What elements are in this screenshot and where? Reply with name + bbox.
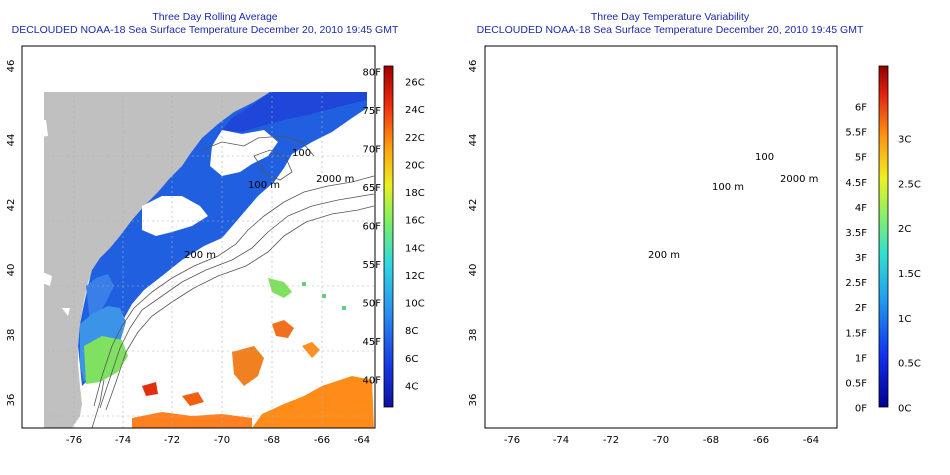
colorbar-tick-label: 5F (855, 153, 867, 164)
y-tick: 38 (468, 329, 479, 342)
colorbar-tick-label: 3.5F (845, 228, 867, 239)
colorbar-tick-label: 2.5C (898, 179, 921, 190)
colorbar-tick-label: 5.5F (845, 128, 867, 139)
left-x-axis: -76 -74 -72 -70 -68 -66 -64 (66, 435, 370, 446)
contour-label-200m: 200 m (648, 250, 680, 261)
colorbar-tick-label: 24C (405, 105, 425, 116)
colorbar-tick-label: 4F (855, 203, 867, 214)
colorbar-tick-label: 16C (405, 216, 425, 227)
y-tick: 40 (468, 264, 479, 277)
y-tick: 40 (6, 264, 17, 277)
colorbar-tick-label: 6C (405, 354, 418, 365)
contour-label-2000m: 2000 m (780, 174, 818, 185)
x-tick: -68 (264, 435, 280, 446)
colorbar-tick-label: 4C (405, 382, 418, 393)
x-tick: -74 (553, 435, 569, 446)
x-tick: -66 (314, 435, 330, 446)
left-colorbar: 80F 75F 70F 65F 60F 55F 50F 45F 40F 26C 24C 22C 20C… (363, 65, 425, 408)
colorbar-tick-label: 1C (898, 314, 911, 325)
colorbar-tick-label: 3F (855, 253, 867, 264)
y-tick: 36 (468, 394, 479, 407)
colorbar-tick-label: 0.5C (898, 359, 921, 370)
colorbar-tick-label: 8C (405, 326, 418, 337)
x-tick: -64 (803, 435, 819, 446)
right-map: 100 100 m 2000 m 200 m (484, 45, 838, 429)
colorbar-tick-label: 1.5C (898, 269, 921, 280)
colorbar-tick-label: 40F (363, 376, 382, 387)
left-subtitle: DECLOUDED NOAA-18 Sea Surface Temperatur… (11, 24, 399, 36)
left-y-axis: 36 38 40 42 44 46 (6, 60, 17, 407)
colorbar-tick-label: 3C (898, 135, 911, 146)
x-tick: -72 (164, 435, 180, 446)
x-tick: -66 (753, 435, 769, 446)
contour-label-100m: 100 m (248, 180, 280, 191)
colorbar-tick-label: 75F (363, 106, 382, 117)
contour-label-2000m: 2000 m (316, 174, 354, 185)
colorbar-tick-label: 6F (855, 103, 867, 114)
y-tick: 42 (468, 199, 479, 212)
colorbar-tick-label: 20C (405, 160, 425, 171)
right-colorbar: 6F 5.5F 5F 4.5F 4F 3.5F 3F 2.5F 2F 1.5F 1F 0.5F 0F 3… (845, 65, 921, 415)
y-tick: 44 (6, 134, 17, 147)
y-tick: 38 (6, 329, 17, 342)
x-tick: -76 (66, 435, 82, 446)
y-tick: 46 (468, 60, 479, 73)
x-tick: -70 (214, 435, 230, 446)
y-tick: 46 (6, 60, 17, 73)
colorbar-tick-label: 0F (855, 404, 867, 415)
x-tick: -64 (354, 435, 370, 446)
y-tick: 44 (468, 134, 479, 147)
colorbar-tick-label: 12C (405, 271, 425, 282)
colorbar-tick-label: 26C (405, 78, 425, 89)
colorbar-tick-label: 0C (898, 404, 911, 415)
x-tick: -68 (703, 435, 719, 446)
colorbar-tick-label: 45F (363, 337, 382, 348)
contour-label-100: 100 (755, 152, 774, 163)
colorbar-tick-label: 2.5F (845, 278, 867, 289)
left-map: 100 100 m 2000 m 200 m (21, 45, 376, 429)
colorbar-tick-label: 2C (898, 224, 911, 235)
colorbar-tick-label: 14C (405, 243, 425, 254)
y-tick: 42 (6, 199, 17, 212)
x-tick: -72 (603, 435, 619, 446)
contour-label-200m: 200 m (184, 250, 216, 261)
x-tick: -74 (115, 435, 131, 446)
colorbar-tick-label: 80F (363, 68, 382, 79)
colorbar-tick-label: 1.5F (845, 328, 867, 339)
colorbar-tick-label: 18C (405, 188, 425, 199)
colorbar-tick-label: 2F (855, 303, 867, 314)
y-tick: 36 (6, 394, 17, 407)
colorbar-tick-label: 22C (405, 133, 425, 144)
colorbar-tick-label: 10C (405, 299, 425, 310)
contour-label-100: 100 (292, 148, 311, 159)
colorbar-tick-label: 65F (363, 183, 382, 194)
colorbar-tick-label: 4.5F (845, 178, 867, 189)
right-title: Three Day Temperature Variability (590, 11, 750, 23)
left-title: Three Day Rolling Average (152, 11, 278, 23)
colorbar-tick-label: 70F (363, 145, 382, 156)
colorbar-tick-label: 55F (363, 260, 382, 271)
x-tick: -76 (504, 435, 520, 446)
colorbar-tick-label: 0.5F (845, 378, 867, 389)
colorbar-tick-label: 1F (855, 353, 867, 364)
right-y-axis: 36 38 40 42 44 46 (468, 60, 479, 407)
colorbar-tick-label: 60F (363, 222, 382, 233)
colorbar-tick-label: 50F (363, 299, 382, 310)
right-x-axis: -76 -74 -72 -70 -68 -66 -64 (504, 435, 819, 446)
contour-label-100m: 100 m (712, 182, 744, 193)
right-subtitle: DECLOUDED NOAA-18 Sea Surface Temperatur… (476, 24, 864, 36)
x-tick: -70 (653, 435, 669, 446)
